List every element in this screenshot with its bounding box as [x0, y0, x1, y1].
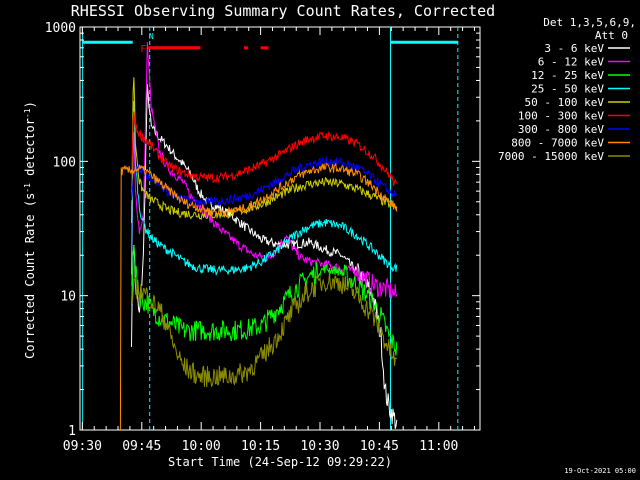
legend-label: 3 - 6 keV	[544, 42, 604, 55]
legend-label: 800 - 7000 keV	[511, 137, 604, 150]
y-tick-label: 100	[53, 155, 76, 170]
chart-title: RHESSI Observing Summary Count Rates, Co…	[71, 2, 495, 20]
plot-frame	[79, 26, 481, 431]
series-line-8	[131, 271, 398, 388]
series-line-4	[131, 77, 398, 224]
legend-label: 6 - 12 keV	[538, 56, 605, 69]
legend-header-line-2: Att 0	[595, 29, 628, 42]
footer-timestamp: 19-Oct-2021 05:00	[564, 467, 636, 475]
x-tick-label: 11:00	[419, 439, 458, 454]
series-line-7	[119, 162, 398, 431]
legend-label: 50 - 100 keV	[525, 96, 605, 109]
y-tick-label: 1	[68, 424, 76, 439]
legend-label: 300 - 800 keV	[518, 123, 604, 136]
plot-border	[79, 26, 481, 431]
flag-layer: FN	[140, 32, 269, 55]
x-tick-label: 09:45	[122, 439, 161, 454]
legend-label: 100 - 300 keV	[518, 110, 604, 123]
x-tick-label: 10:30	[300, 439, 339, 454]
legend-label: 7000 - 15000 keV	[498, 150, 604, 163]
flag-label-f: F	[140, 44, 146, 55]
y-tick-label: 1000	[45, 21, 76, 36]
series-layer	[119, 41, 398, 431]
x-tick-label: 10:45	[360, 439, 399, 454]
legend-label: 12 - 25 keV	[531, 69, 604, 82]
x-axis-label: Start Time (24-Sep-12 09:29:22)	[168, 455, 392, 469]
axis-ticks: 09:30 09:45 10:00 10:15 10:30 10:45 11:00 1 10 10…	[45, 21, 480, 454]
x-tick-label: 10:00	[182, 439, 221, 454]
legend-label: 25 - 50 keV	[531, 83, 604, 96]
series-line-0	[131, 84, 398, 429]
x-tick-label: 10:15	[241, 439, 280, 454]
flag-label-n: N	[149, 32, 154, 41]
y-axis-label: Corrected Count Rate (s-1 detector-1)	[23, 101, 37, 359]
series-line-3	[131, 100, 398, 277]
series-line-2	[131, 245, 398, 356]
series-line-5	[131, 111, 398, 190]
x-tick-label: 09:30	[63, 439, 102, 454]
attenuator-bands	[81, 27, 459, 430]
y-tick-label: 10	[60, 290, 76, 305]
legend-header-line-1: Det 1,3,5,6,9,	[543, 16, 636, 29]
